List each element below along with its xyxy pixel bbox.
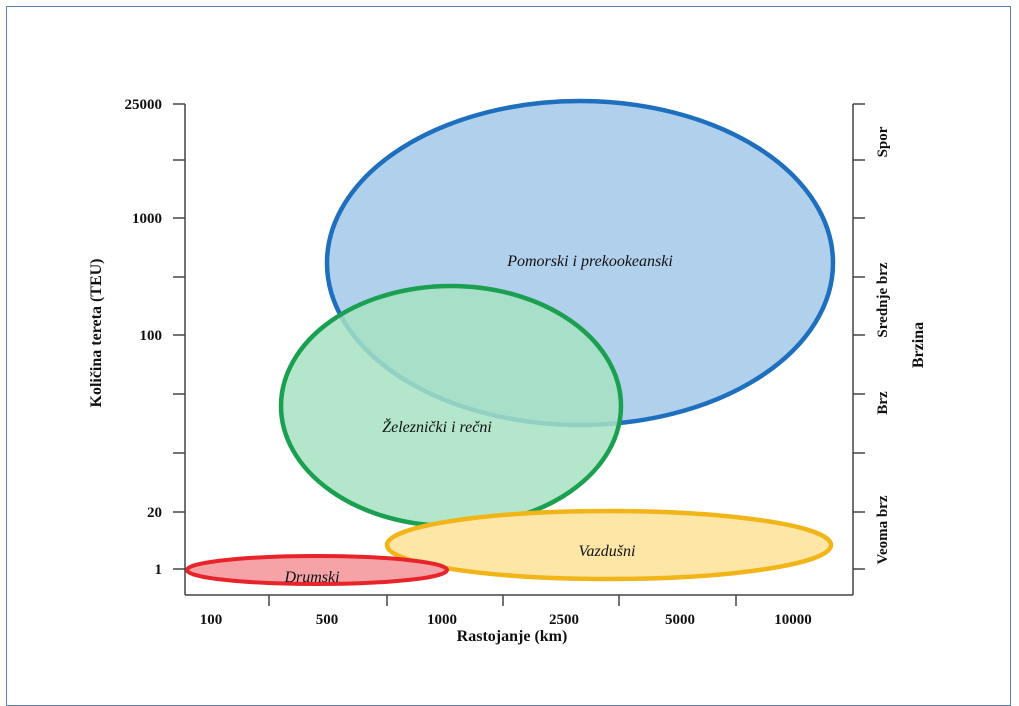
- chart: Pomorski i prekookeanski Železnički i reč…: [88, 97, 927, 645]
- y2-tick-label: Srednje brz: [875, 262, 891, 337]
- regions-layer: Pomorski i prekookeanski Železnički i reč…: [185, 98, 836, 586]
- y2-axis-title: Brzina: [910, 322, 927, 368]
- y2-tick-label: Veoma brz: [875, 495, 891, 564]
- region-label: Drumski: [283, 569, 339, 586]
- ticks-layer: [173, 103, 865, 606]
- y-tick-label: 1000: [132, 211, 162, 227]
- region-label: Pomorski i prekookeanski: [506, 253, 673, 270]
- x-tick-labels: 100 500 1000 2500 5000 10000: [200, 612, 812, 628]
- y-axis-title: Količina tereta (TEU): [88, 258, 105, 407]
- y2-tick-labels: Veoma brz Brz Srednje brz Spor: [875, 126, 891, 564]
- y-tick-label: 25000: [125, 97, 163, 113]
- y-tick-labels: 1 20 100 1000 25000: [125, 97, 163, 578]
- x-tick-label: 10000: [774, 612, 812, 628]
- region-drumski: [185, 554, 449, 586]
- x-tick-label: 5000: [665, 612, 695, 628]
- y-tick-label: 100: [140, 328, 163, 344]
- x-tick-label: 100: [200, 612, 223, 628]
- y2-tick-label: Brz: [875, 391, 891, 415]
- region-zeleznicki-i-recni: [278, 283, 624, 529]
- y2-tick-label: Spor: [875, 126, 891, 157]
- x-tick-label: 1000: [427, 612, 457, 628]
- y-tick-label: 20: [147, 505, 162, 521]
- x-axis-title: Rastojanje (km): [457, 628, 568, 645]
- region-vazdusni: [384, 508, 834, 582]
- y-tick-label: 1: [155, 562, 163, 578]
- x-tick-label: 2500: [549, 612, 579, 628]
- region-label: Železnički i rečni: [382, 417, 492, 436]
- region-label: Vazdušni: [579, 543, 636, 560]
- x-tick-label: 500: [316, 612, 339, 628]
